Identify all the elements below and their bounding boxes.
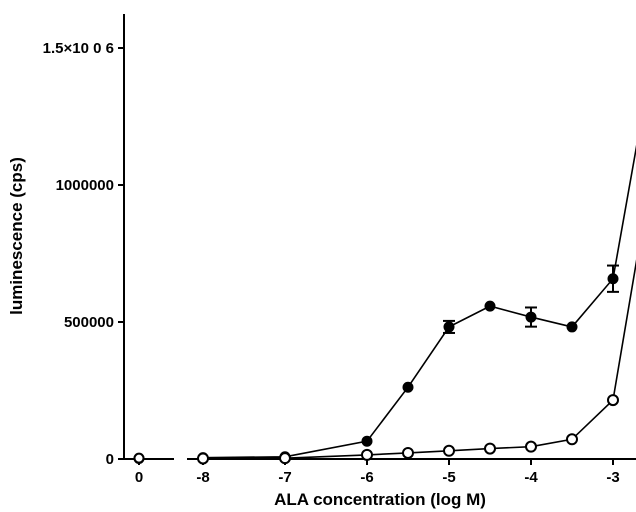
data-point	[607, 394, 619, 407]
x-tick-label: 0	[135, 469, 143, 486]
data-point	[566, 433, 578, 446]
data-point	[402, 446, 414, 459]
y-tick-label: 500000	[64, 314, 114, 331]
data-point	[484, 300, 496, 312]
data-point	[443, 321, 455, 333]
data-point	[484, 442, 496, 455]
data-point	[197, 452, 209, 465]
series-line	[202, 144, 636, 459]
series-layer	[133, 144, 636, 465]
x-ticks: 0 -8 -7 -6 -5 -4 -3	[135, 459, 620, 486]
x-tick-label: -5	[442, 469, 455, 486]
x-tick-label: -4	[524, 469, 538, 486]
data-point	[443, 444, 455, 457]
data-point-zero	[133, 452, 145, 464]
y-ticks: 0 500000 1000000 1.5×10 0 6	[43, 40, 124, 468]
y-tick-label: 0	[106, 451, 114, 468]
data-point	[566, 321, 578, 333]
x-tick-label: -3	[606, 469, 619, 486]
data-point	[279, 452, 291, 465]
x-axis-title: ALA concentration (log M)	[274, 490, 486, 509]
data-point	[361, 435, 373, 447]
data-point	[525, 311, 537, 323]
data-point	[525, 440, 537, 453]
x-tick-label: -6	[360, 469, 373, 486]
series-2	[133, 259, 636, 465]
y-axis-title: luminescence (cps)	[7, 157, 26, 315]
x-tick-label: -8	[196, 469, 209, 486]
data-point	[607, 273, 619, 285]
series-line	[202, 259, 636, 460]
series-1	[133, 144, 636, 464]
y-tick-label: 1.5×10 0 6	[43, 40, 114, 57]
x-tick-label: -7	[278, 469, 291, 486]
y-tick-label: 1000000	[56, 177, 114, 194]
data-point	[402, 381, 414, 393]
data-point	[361, 448, 373, 461]
